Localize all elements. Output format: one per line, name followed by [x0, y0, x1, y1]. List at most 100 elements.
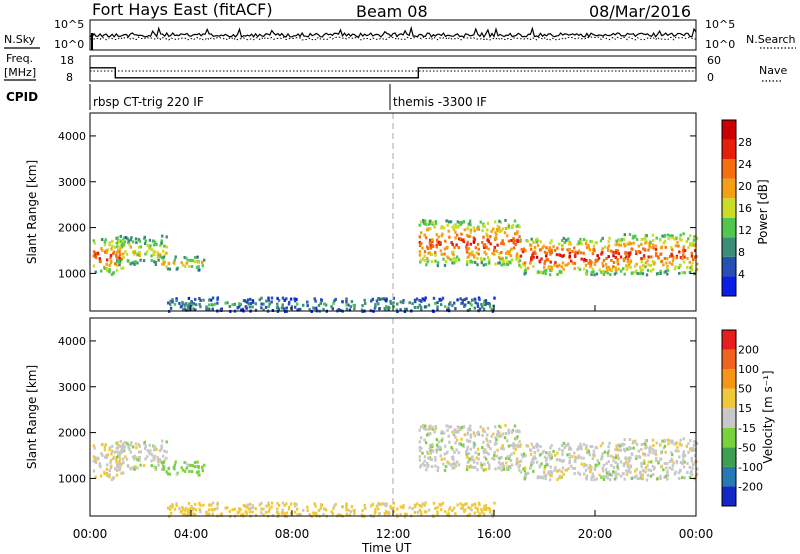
velocity-echo-cell [484, 468, 488, 471]
velocity-echo-cell [193, 465, 196, 469]
velocity-echo-cell [518, 430, 521, 434]
velocity-echo-cell [420, 447, 423, 450]
velocity-echo-cell [671, 459, 674, 463]
power-echo-cell [493, 296, 496, 300]
velocity-echo-cell [380, 502, 383, 506]
velocity-echo-cell [602, 478, 606, 481]
velocity-echo-cell [429, 443, 432, 447]
velocity-echo-cell [454, 441, 457, 445]
power-echo-cell [563, 241, 566, 244]
velocity-echo-cell [607, 460, 610, 464]
power-echo-cell [207, 303, 211, 307]
power-echo-cell [642, 247, 645, 251]
power-echo-cell [692, 238, 696, 242]
velocity-echo-cell [568, 447, 571, 451]
power-colorbar-segment [722, 217, 736, 238]
velocity-echo-cell [558, 468, 561, 472]
power-echo-cell [533, 246, 537, 250]
velocity-echo-cell [589, 464, 592, 468]
power-echo-cell [488, 302, 491, 306]
velocity-echo-cell [117, 464, 120, 468]
velocity-echo-cell [623, 449, 627, 453]
power-echo-cell [160, 239, 163, 243]
power-echo-cell [602, 273, 606, 276]
velocity-echo-cell [671, 464, 675, 468]
velocity-echo-cell [503, 436, 507, 440]
velocity-echo-cell [160, 446, 163, 450]
velocity-echo-cell [446, 460, 449, 464]
velocity-echo-cell [577, 454, 581, 458]
velocity-echo-cell [116, 450, 119, 454]
power-echo-cell [166, 267, 170, 271]
power-echo-cell [418, 235, 421, 239]
velocity-echo-cell [323, 507, 326, 511]
power-echo-cell [659, 238, 662, 242]
power-echo-cell [496, 243, 499, 247]
power-echo-cell [420, 307, 423, 311]
velocity-echo-cell [546, 463, 550, 467]
velocity-echo-cell [566, 453, 569, 457]
power-echo-cell [424, 296, 427, 300]
power-echo-cell [456, 220, 460, 224]
velocity-echo-cell [524, 454, 527, 458]
velocity-echo-cell [162, 467, 165, 471]
velocity-echo-cell [483, 451, 486, 454]
power-echo-cell [558, 263, 561, 267]
power-echo-cell [518, 259, 522, 263]
velocity-echo-cell [448, 425, 451, 429]
power-ytick-label: 2000 [58, 222, 86, 235]
velocity-echo-cell [498, 431, 501, 435]
velocity-echo-cell [565, 443, 568, 447]
power-echo-cell [540, 257, 543, 261]
power-echo-cell [644, 265, 647, 269]
power-echo-cell [461, 238, 464, 242]
velocity-echo-cell [352, 509, 355, 512]
velocity-echo-cell [288, 505, 291, 509]
power-echo-cell [625, 267, 629, 271]
velocity-echo-cell [197, 473, 200, 477]
power-echo-cell [532, 255, 535, 259]
velocity-echo-cell [460, 426, 463, 429]
power-echo-cell [541, 246, 544, 250]
velocity-echo-cell [562, 472, 565, 476]
power-echo-cell [668, 261, 671, 265]
velocity-echo-cell [490, 513, 493, 517]
power-echo-cell [208, 307, 211, 311]
velocity-echo-cell [293, 502, 296, 506]
velocity-echo-cell [175, 504, 178, 507]
velocity-echo-cell [660, 464, 664, 468]
velocity-echo-cell [561, 444, 564, 447]
power-echo-cell [306, 304, 309, 308]
velocity-echo-cell [453, 461, 456, 465]
velocity-echo-cell [514, 437, 517, 441]
power-echo-cell [153, 260, 156, 264]
velocity-echo-cell [655, 456, 658, 460]
velocity-echo-cell [173, 463, 176, 467]
power-echo-cell [439, 249, 442, 253]
power-echo-cell [481, 305, 484, 309]
velocity-echo-cell [526, 444, 530, 448]
velocity-echo-cell [647, 468, 650, 472]
velocity-echo-cell [630, 452, 633, 456]
power-echo-cell [238, 305, 241, 309]
velocity-echo-cell [281, 510, 284, 513]
velocity-echo-cell [500, 434, 503, 438]
power-echo-cell [589, 263, 593, 267]
velocity-echo-cell [110, 464, 113, 468]
velocity-echo-cell [308, 513, 311, 517]
velocity-echo-cell [623, 477, 626, 481]
velocity-echo-cell [608, 473, 611, 476]
power-echo-cell [465, 263, 469, 267]
x-tick-label: 12:00 [376, 527, 411, 541]
velocity-echo-cell [604, 467, 608, 471]
power-echo-cell [534, 252, 537, 256]
velocity-echo-cell [267, 501, 270, 505]
velocity-echo-cell [545, 456, 548, 460]
velocity-echo-cell [451, 448, 454, 452]
power-echo-cell [246, 300, 249, 304]
power-echo-cell [249, 302, 253, 305]
velocity-echo-cell [436, 510, 439, 514]
power-echo-cell [647, 263, 650, 267]
power-echo-cell [420, 258, 423, 262]
velocity-echo-cell [609, 454, 613, 458]
